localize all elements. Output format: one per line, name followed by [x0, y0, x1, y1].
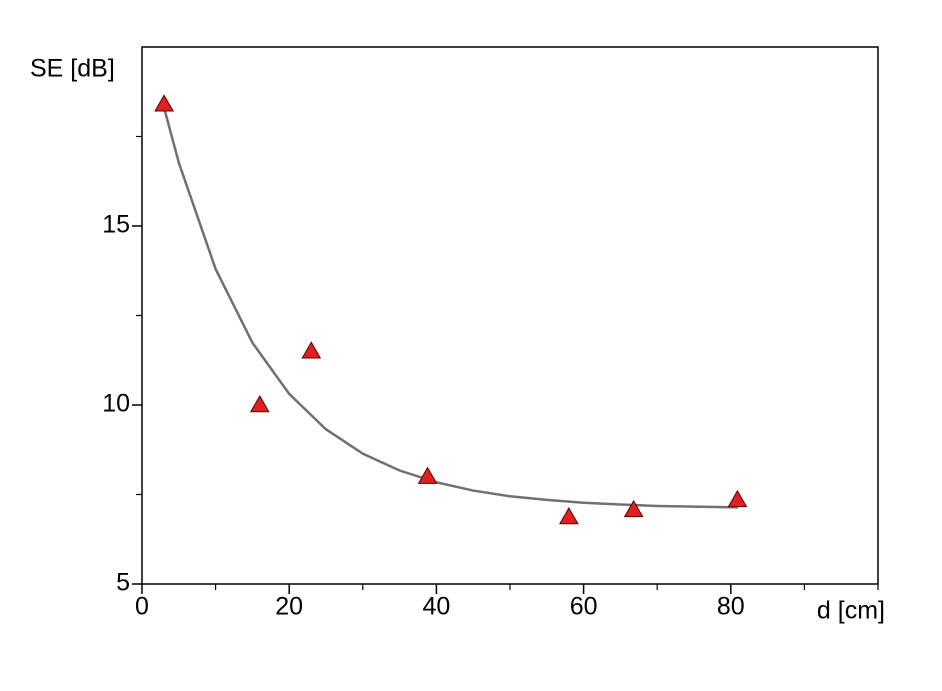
- x-axis-label: d [cm]: [817, 597, 885, 625]
- marker: [559, 507, 579, 525]
- x-tick-label: 40: [422, 593, 450, 621]
- x-tick-label: 0: [135, 593, 149, 621]
- marker: [727, 489, 748, 508]
- marker: [249, 394, 270, 413]
- y-tick-label: 5: [116, 569, 130, 597]
- marker: [623, 499, 644, 518]
- plot-frame: [141, 46, 879, 585]
- x-tick-label: 80: [717, 593, 745, 621]
- x-tick-label: 20: [275, 593, 303, 621]
- marker: [154, 94, 174, 112]
- y-axis-label: SE [dB]: [30, 55, 115, 83]
- y-tick-label: 10: [102, 390, 130, 418]
- marker: [417, 466, 438, 484]
- x-tick-label: 60: [570, 593, 598, 621]
- fit-curve: [162, 107, 739, 509]
- marker: [301, 341, 322, 359]
- y-tick-label: 15: [102, 211, 130, 239]
